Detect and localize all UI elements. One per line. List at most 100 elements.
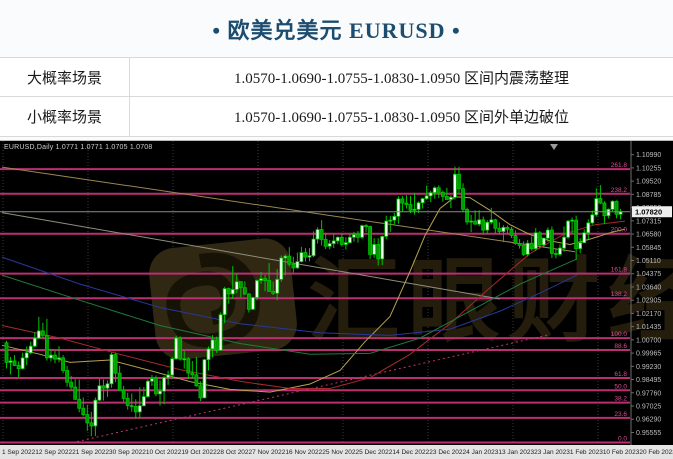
candle: [246, 293, 251, 310]
candle: [364, 225, 368, 227]
candle: [606, 208, 611, 217]
candle: [400, 198, 405, 204]
candle: [234, 281, 239, 290]
date-tick: 14 Dec 2022: [392, 448, 430, 456]
table-row-high-probability: 大概率场景 1.0570-1.0690-1.0755-1.0830-1.0950…: [0, 58, 673, 97]
price-tick: 0.97025: [636, 404, 661, 411]
candle: [4, 342, 9, 363]
price-tick: 0.95555: [636, 430, 661, 437]
candle: [53, 354, 57, 360]
date-tick: 16 Nov 2022: [285, 448, 323, 456]
ma-navy: [1, 256, 578, 336]
date-tick: 20 Feb 2023: [639, 448, 673, 456]
candle: [12, 360, 17, 366]
candle: [384, 220, 389, 237]
candle: [521, 244, 526, 255]
candle: [45, 334, 49, 359]
candle: [501, 226, 506, 232]
candle: [594, 198, 599, 216]
candle: [291, 263, 296, 269]
scenario-value-high: 1.0570-1.0690-1.0755-1.0830-1.0950 区间内震荡…: [234, 70, 569, 87]
date-tick: 21 Sep 2022: [72, 448, 110, 456]
date-tick: 4 Jan 2023: [466, 448, 499, 456]
watermark: 汇眼财经: [149, 238, 673, 360]
candle: [117, 372, 122, 391]
price-tick: 1.09520: [636, 179, 661, 186]
candle: [562, 236, 566, 249]
candle: [226, 288, 231, 295]
candle: [206, 348, 211, 361]
fib-label: 23.6: [614, 411, 627, 418]
price-tick: 1.06580: [636, 232, 661, 239]
candle: [166, 374, 171, 379]
candle: [392, 216, 397, 221]
scenario-table: 大概率场景 1.0570-1.0690-1.0755-1.0830-1.0950…: [0, 57, 673, 137]
candle: [271, 290, 276, 294]
candle: [376, 244, 381, 260]
candle: [89, 422, 94, 427]
candle: [182, 358, 187, 361]
candle: [101, 385, 106, 389]
candle: [558, 247, 562, 255]
candle: [158, 390, 162, 395]
price-tick: 0.96290: [636, 417, 661, 424]
fib-label: 61.8: [614, 371, 627, 378]
candle: [477, 219, 482, 225]
candle: [174, 337, 179, 360]
candle: [465, 208, 469, 223]
candle: [453, 173, 457, 198]
ma-green: [1, 258, 578, 355]
candle: [428, 192, 433, 197]
candle: [129, 405, 134, 407]
candle: [533, 232, 538, 250]
date-tick: 1 Feb 2023: [569, 448, 603, 456]
candle: [408, 204, 413, 211]
candle: [49, 354, 53, 359]
candle: [57, 357, 61, 360]
candle: [440, 191, 445, 197]
candle: [32, 337, 37, 347]
candle: [469, 220, 474, 223]
candle: [356, 234, 360, 238]
fib-label: 238.2: [611, 187, 628, 194]
candle: [154, 378, 158, 395]
candle: [513, 235, 518, 244]
candle: [396, 198, 401, 217]
candle: [311, 238, 316, 257]
candle: [412, 208, 417, 211]
date-tick: 10 Feb 2023: [602, 448, 640, 456]
scenario-label-low: 小概率场景: [0, 97, 130, 136]
price-tick: 1.05110: [636, 258, 661, 265]
candle: [578, 242, 583, 250]
candle: [493, 219, 498, 229]
candle: [432, 187, 437, 194]
candlestick-chart-panel: EURUSD,Daily 1.0771 1.0771 1.0705 1.0708…: [0, 140, 673, 446]
candle: [230, 289, 235, 295]
candle: [416, 202, 421, 210]
candle: [315, 229, 320, 240]
date-tick: 19 Oct 2022: [181, 448, 217, 456]
candle: [61, 357, 65, 371]
candle: [242, 287, 247, 295]
candle: [125, 397, 130, 406]
price-tick: 1.02905: [636, 298, 661, 305]
candle: [251, 297, 255, 310]
candle: [319, 229, 324, 240]
candle: [331, 240, 336, 244]
date-axis: 1 Sep 2022 12 Sep 2022 21 Sep 2022 30 Sep 2…: [0, 445, 673, 459]
candle: [505, 226, 510, 230]
candle: [20, 357, 25, 370]
candle: [218, 314, 223, 351]
candle: [141, 396, 146, 407]
candle: [327, 243, 332, 247]
candle: [497, 227, 502, 232]
date-axis-labels: 1 Sep 2022 12 Sep 2022 21 Sep 2022 30 Sep 2…: [0, 448, 673, 456]
candle: [65, 370, 69, 383]
current-price-label: 1.07820: [635, 208, 662, 217]
candle: [550, 229, 554, 254]
candle: [16, 365, 21, 370]
date-tick: 10 Oct 2022: [145, 448, 182, 456]
candle: [73, 386, 78, 400]
candle: [457, 173, 461, 190]
candle: [541, 237, 546, 246]
